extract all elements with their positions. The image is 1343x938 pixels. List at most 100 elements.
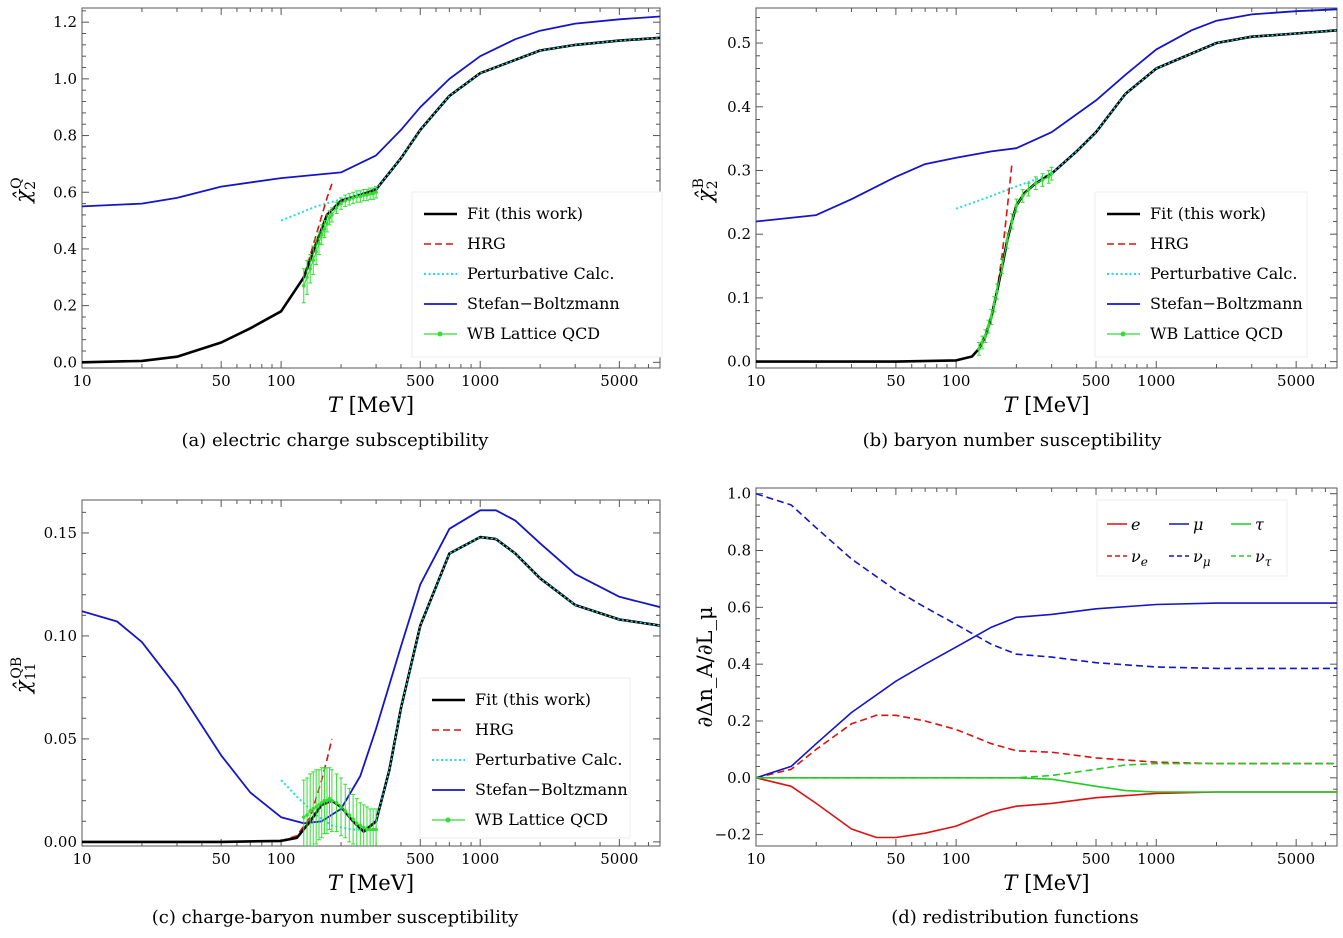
legend-label: WB Lattice QCD xyxy=(1150,324,1283,343)
plot-frame xyxy=(81,499,661,847)
series-line-3 xyxy=(82,15,660,208)
chart-0: 10 50 100 500 1000 5000 0.0 0.2 0.4 0.6 0.8 1.0 1.2 T… xyxy=(9,7,663,417)
legend-label: Fit (this work) xyxy=(475,690,591,709)
figure-caption: (a) electric charge subsceptibility xyxy=(182,430,490,451)
legend-label: ντ xyxy=(1255,547,1272,569)
x-tick-label: 1000 xyxy=(461,850,499,868)
series-line-1 xyxy=(82,738,333,843)
x-tick-label: 50 xyxy=(212,372,231,390)
legend-label: WB Lattice QCD xyxy=(475,810,608,829)
legend-label: e xyxy=(1131,515,1140,534)
legend-label: WB Lattice QCD xyxy=(467,324,600,343)
y-tick-label: 0.8 xyxy=(53,127,77,145)
legend-marker xyxy=(437,331,443,337)
legend-label: Stefan−Boltzmann xyxy=(1150,294,1303,313)
legend-label: HRG xyxy=(1150,234,1189,253)
x-tick-label: 500 xyxy=(1082,850,1111,868)
x-tick-label: 100 xyxy=(942,850,971,868)
y-axis-label: χ̂2Q xyxy=(9,177,39,204)
x-tick-label: 500 xyxy=(406,850,435,868)
series-line-1 xyxy=(756,714,1337,779)
series-line-3 xyxy=(82,509,660,825)
legend: Fit (this work) HRG Perturbative Calc. Stef… xyxy=(1094,191,1308,358)
y-tick-label: 0.15 xyxy=(44,524,77,542)
legend-label: Perturbative Calc. xyxy=(475,750,622,769)
series-line-0 xyxy=(82,36,660,364)
series-line xyxy=(303,191,377,286)
figure-caption: (d) redistribution functions xyxy=(891,907,1139,928)
x-axis-label: T [MeV] xyxy=(328,871,414,895)
x-tick-label: 5000 xyxy=(600,372,638,390)
plot-frame xyxy=(755,487,1338,847)
series-line xyxy=(978,173,1052,350)
plot-frame xyxy=(81,7,661,369)
y-tick-label: 0.5 xyxy=(727,34,751,52)
legend-label: HRG xyxy=(475,720,514,739)
y-tick-label: 1.2 xyxy=(53,13,77,31)
series-line-overlay xyxy=(375,536,660,822)
y-axis-label: χ̂2B xyxy=(691,178,721,204)
legend-label: Stefan−Boltzmann xyxy=(475,780,628,799)
y-tick-label: 0.6 xyxy=(727,598,751,616)
x-tick-label: 100 xyxy=(267,850,296,868)
chart-2: 10 50 100 500 1000 5000 0.00 0.05 0.10 0.15 T [MeV… xyxy=(9,499,661,895)
data-point xyxy=(301,283,306,288)
legend-label: Stefan−Boltzmann xyxy=(467,294,620,313)
legend-marker xyxy=(1120,331,1126,337)
y-tick-label: 0.00 xyxy=(44,833,77,851)
x-tick-label: 5000 xyxy=(1277,372,1315,390)
series-line-2 xyxy=(955,29,1337,210)
series-line xyxy=(303,797,377,830)
x-tick-label: 10 xyxy=(746,372,765,390)
data-point xyxy=(374,190,378,195)
series-line-5 xyxy=(756,762,1337,779)
legend-label: Perturbative Calc. xyxy=(467,264,614,283)
series-wb-lattice-qcd xyxy=(301,186,379,304)
series-line-3 xyxy=(756,492,1337,670)
legend-label: τ xyxy=(1255,515,1265,534)
y-tick-label: 0.1 xyxy=(727,289,751,307)
figure-caption: (b) baryon number susceptibility xyxy=(863,430,1163,451)
chart-1: 10 50 100 500 1000 5000 0.0 0.1 0.2 0.3 0.4 0.5 T [M… xyxy=(691,7,1338,417)
x-tick-label: 500 xyxy=(1082,372,1111,390)
x-tick-label: 500 xyxy=(406,372,435,390)
x-tick-label: 10 xyxy=(746,850,765,868)
y-tick-label: 0.0 xyxy=(727,769,751,787)
series-line-1 xyxy=(756,164,1013,363)
series-line-overlay xyxy=(375,37,660,190)
figure-caption: (c) charge-baryon number susceptibility xyxy=(152,907,519,928)
y-tick-label: 0.0 xyxy=(53,353,77,371)
legend: Fit (this work) HRG Perturbative Calc. Stef… xyxy=(419,677,631,839)
legend: e νe μ νμ τ ντ xyxy=(1096,499,1288,577)
x-tick-label: 10 xyxy=(72,850,91,868)
x-tick-label: 50 xyxy=(886,372,905,390)
y-tick-label: 0.0 xyxy=(727,353,751,371)
series-line-overlay xyxy=(1051,29,1337,175)
y-tick-label: −0.2 xyxy=(715,826,751,844)
y-tick-label: 0.4 xyxy=(727,655,751,673)
x-tick-label: 50 xyxy=(212,850,231,868)
y-tick-label: 0.05 xyxy=(44,730,77,748)
x-tick-label: 100 xyxy=(942,372,971,390)
x-tick-label: 5000 xyxy=(1277,850,1315,868)
series-line-2 xyxy=(756,602,1337,779)
x-tick-label: 5000 xyxy=(600,850,638,868)
y-tick-label: 0.8 xyxy=(727,542,751,560)
x-axis-label: T [MeV] xyxy=(328,393,414,417)
y-tick-label: 0.2 xyxy=(53,297,77,315)
x-axis-label: T [MeV] xyxy=(1003,393,1089,417)
legend-label: νe xyxy=(1131,547,1148,569)
y-tick-label: 0.4 xyxy=(53,240,77,258)
plot-frame xyxy=(755,7,1338,369)
series-line-2 xyxy=(280,36,660,222)
y-tick-label: 1.0 xyxy=(53,70,77,88)
y-tick-label: 0.2 xyxy=(727,225,751,243)
series-line-1 xyxy=(82,183,333,364)
y-tick-label: 1.0 xyxy=(727,485,751,503)
legend: Fit (this work) HRG Perturbative Calc. Stef… xyxy=(411,191,663,358)
x-tick-label: 1000 xyxy=(1137,850,1175,868)
legend-label: Fit (this work) xyxy=(467,204,583,223)
y-tick-label: 0.2 xyxy=(727,712,751,730)
legend-label: Perturbative Calc. xyxy=(1150,264,1297,283)
